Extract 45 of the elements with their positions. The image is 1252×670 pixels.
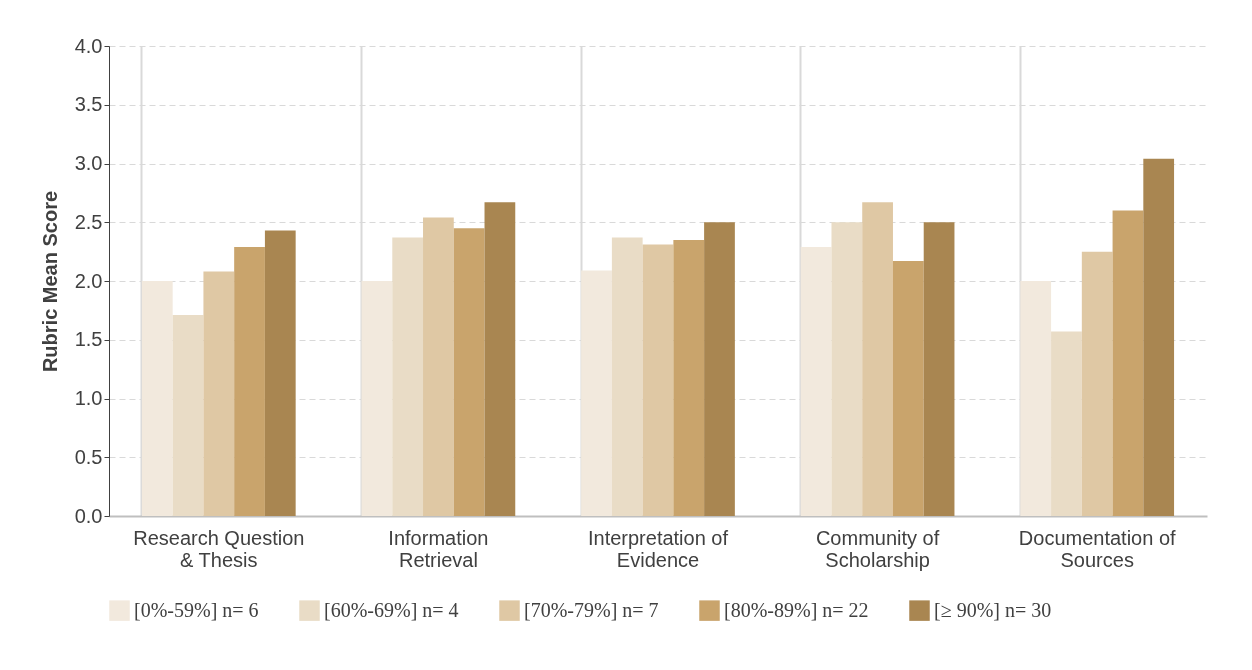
bar — [611, 237, 643, 516]
y-tick-label: 0.5 — [74, 445, 103, 468]
bar — [361, 281, 393, 516]
y-tick-label: 4.0 — [74, 34, 103, 57]
bar — [923, 222, 955, 516]
bar — [453, 228, 485, 516]
x-tick-label: Community of Scholarship — [815, 526, 940, 571]
bar — [642, 244, 674, 516]
bar — [704, 222, 735, 516]
bar — [800, 246, 832, 516]
bar — [1020, 281, 1052, 516]
bar — [423, 217, 454, 516]
x-tick-label: Research Question & Thesis — [133, 526, 305, 571]
y-tick-label: 3.0 — [74, 152, 103, 174]
legend-label: [70%-79%] n= 7 — [524, 598, 659, 621]
bar — [1081, 251, 1113, 516]
y-tick-label: 0.0 — [74, 504, 103, 527]
bar — [1143, 158, 1175, 516]
y-tick-label: 1.0 — [74, 387, 103, 409]
legend-label: [≥ 90%] n= 30 — [934, 598, 1052, 621]
bar — [862, 202, 893, 516]
bar — [581, 270, 612, 516]
bar — [172, 315, 204, 516]
bar — [1112, 210, 1144, 516]
legend-label: [0%-59%] n= 6 — [134, 598, 259, 621]
legend-label: [60%-69%] n= 4 — [324, 598, 459, 621]
y-tick-label: 2.0 — [74, 269, 103, 292]
y-tick-label: 3.5 — [74, 93, 103, 116]
bar — [264, 230, 296, 516]
y-tick-label: 2.5 — [74, 210, 103, 233]
bar — [1051, 331, 1082, 516]
bar — [234, 246, 265, 516]
y-axis-title: Rubric Mean Score — [38, 190, 61, 373]
bar — [392, 237, 424, 516]
legend-label: [80%-89%] n= 22 — [724, 598, 869, 621]
x-tick-label: Interpretation of Evidence — [587, 526, 729, 571]
bar — [484, 202, 516, 516]
y-tick-label: 1.5 — [74, 328, 103, 351]
bar — [892, 261, 924, 516]
x-tick-label: Information Retrieval — [388, 526, 489, 571]
bar — [141, 281, 173, 516]
bar — [203, 271, 235, 516]
bar — [673, 239, 705, 516]
bar — [831, 222, 863, 516]
x-tick-label: Documentation of Sources — [1018, 526, 1177, 571]
